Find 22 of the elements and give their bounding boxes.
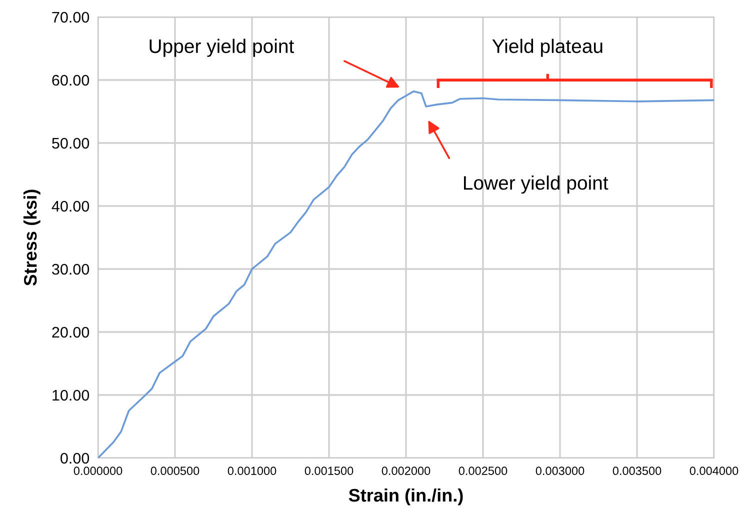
y-tick-label: 40.00 <box>52 200 90 212</box>
annotation: Upper yield point <box>150 38 294 57</box>
y-tick-label: 50.00 <box>52 138 90 149</box>
y-axis-title: Stress (ksi) <box>23 190 40 286</box>
y-tick-label: 70.00 <box>52 12 90 23</box>
y-tick-label: 30.00 <box>52 264 90 275</box>
x-axis-title: Strain (in./in.) <box>348 488 463 506</box>
x-tick-label: 0.002500 <box>458 466 508 476</box>
x-tick-label: 0.004000 <box>690 466 738 476</box>
y-tick-label: 20.00 <box>52 326 90 338</box>
y-tick-label: 60.00 <box>52 74 90 86</box>
x-tick-label: 0.000500 <box>150 466 200 476</box>
y-tick-label: 0.00 <box>60 452 90 464</box>
annotation: Lower yield point <box>464 176 608 194</box>
x-tick-label: 0.001500 <box>304 466 354 476</box>
x-tick-label: 0.002000 <box>382 466 430 476</box>
x-tick-label: 0.003500 <box>612 466 662 476</box>
annotation: Yield plateau <box>492 38 602 57</box>
y-tick-label: 10.00 <box>52 390 90 401</box>
x-tick-label: 0.000000 <box>74 466 122 476</box>
x-tick-label: 0.003000 <box>536 466 584 476</box>
x-tick-label: 0.001000 <box>228 466 276 476</box>
